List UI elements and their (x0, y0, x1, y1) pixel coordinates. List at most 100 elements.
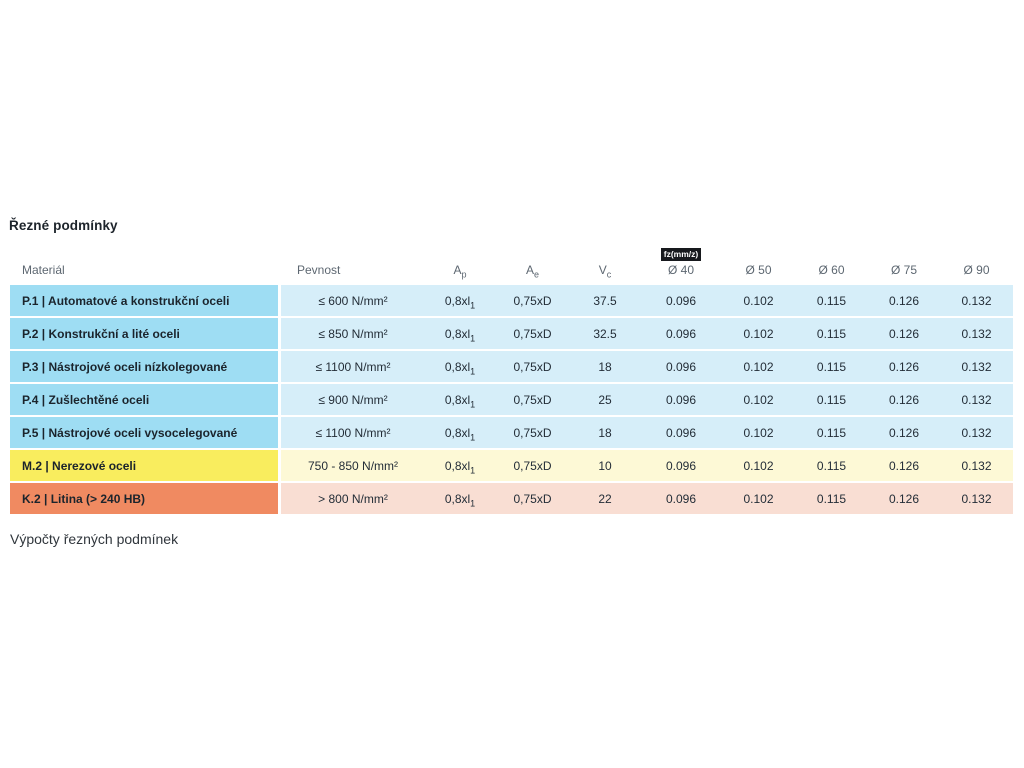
vc-cell: 18 (570, 417, 640, 448)
fz-cell: 0.096 (640, 285, 722, 316)
vc-header-base: V (598, 262, 607, 277)
pevnost-cell: ≤ 600 N/mm² (281, 285, 425, 316)
fz-cell: 0.132 (940, 483, 1013, 514)
material-cell: P.4 | Zušlechtěné oceli (10, 384, 281, 415)
ap-value-sub: 1 (470, 365, 476, 376)
ap-value-base: 0,8xl (444, 491, 471, 506)
material-cell: K.2 | Litina (> 240 HB) (10, 483, 281, 514)
col-header-diameter-40: fz(mm/z) Ø 40 (640, 244, 722, 283)
pevnost-cell: ≤ 900 N/mm² (281, 384, 425, 415)
col-header-diameter-75: Ø 75 (868, 244, 940, 283)
fz-cell: 0.096 (640, 318, 722, 349)
ap-value-sub: 1 (470, 497, 476, 508)
fz-cell: 0.132 (940, 450, 1013, 481)
fz-cell: 0.132 (940, 384, 1013, 415)
col-header-vc: Vc (570, 244, 640, 283)
material-cell: P.3 | Nástrojové oceli nízkolegované (10, 351, 281, 382)
fz-cell: 0.102 (722, 384, 795, 415)
ae-cell: 0,75xD (495, 318, 570, 349)
col-header-diameter-90: Ø 90 (940, 244, 1013, 283)
pevnost-cell: ≤ 850 N/mm² (281, 318, 425, 349)
ae-cell: 0,75xD (495, 450, 570, 481)
fz-cell: 0.115 (795, 384, 868, 415)
fz-cell: 0.102 (722, 285, 795, 316)
ae-cell: 0,75xD (495, 483, 570, 514)
material-cell: P.1 | Automatové a konstrukční oceli (10, 285, 281, 316)
fz-cell: 0.096 (640, 483, 722, 514)
ap-value-base: 0,8xl (444, 425, 471, 440)
diameter-75-label: Ø 75 (890, 262, 917, 277)
table-row: P.1 | Automatové a konstrukční oceli ≤ 60… (10, 285, 1013, 316)
material-cell: P.5 | Nástrojové oceli vysocelegované (10, 417, 281, 448)
ap-value-base: 0,8xl (444, 293, 471, 308)
fz-cell: 0.126 (868, 285, 940, 316)
fz-cell: 0.102 (722, 351, 795, 382)
ap-cell: 0,8xl1 (425, 318, 495, 349)
vc-cell: 37.5 (570, 285, 640, 316)
fz-cell: 0.132 (940, 351, 1013, 382)
fz-cell: 0.115 (795, 450, 868, 481)
fz-unit-badge: fz(mm/z) (660, 248, 702, 261)
vc-cell: 32.5 (570, 318, 640, 349)
table-row: P.3 | Nástrojové oceli nízkolegované ≤ 11… (10, 351, 1013, 382)
table-row: K.2 | Litina (> 240 HB) > 800 N/mm² 0,8xl1… (10, 483, 1013, 514)
vc-header-sub: c (606, 269, 612, 280)
fz-cell: 0.126 (868, 384, 940, 415)
ap-cell: 0,8xl1 (425, 450, 495, 481)
fz-cell: 0.115 (795, 483, 868, 514)
table-row: P.4 | Zušlechtěné oceli ≤ 900 N/mm² 0,8xl1… (10, 384, 1013, 415)
fz-cell: 0.132 (940, 285, 1013, 316)
table-row: M.2 | Nerezové oceli 750 - 850 N/mm² 0,8xl… (10, 450, 1013, 481)
ap-value-sub: 1 (470, 332, 476, 343)
ap-value-base: 0,8xl (444, 458, 471, 473)
col-header-ap: Ap (425, 244, 495, 283)
material-cell: P.2 | Konstrukční a lité oceli (10, 318, 281, 349)
ap-value-base: 0,8xl (444, 326, 471, 341)
ap-cell: 0,8xl1 (425, 351, 495, 382)
ap-value-sub: 1 (470, 464, 476, 475)
cutting-conditions-table: Materiál Pevnost Ap Ae Vc fz(mm/z) Ø 40 … (10, 242, 1013, 516)
fz-cell: 0.126 (868, 483, 940, 514)
fz-cell: 0.126 (868, 351, 940, 382)
fz-cell: 0.126 (868, 450, 940, 481)
ap-cell: 0,8xl1 (425, 384, 495, 415)
pevnost-cell: ≤ 1100 N/mm² (281, 417, 425, 448)
ap-cell: 0,8xl1 (425, 285, 495, 316)
col-header-pevnost: Pevnost (297, 262, 341, 277)
fz-cell: 0.126 (868, 318, 940, 349)
diameter-90-label: Ø 90 (963, 262, 990, 277)
fz-cell: 0.132 (940, 417, 1013, 448)
diameter-40-label: Ø 40 (667, 262, 694, 277)
table-row: P.5 | Nástrojové oceli vysocelegované ≤ 1… (10, 417, 1013, 448)
ap-cell: 0,8xl1 (425, 417, 495, 448)
pevnost-cell: > 800 N/mm² (281, 483, 425, 514)
vc-cell: 25 (570, 384, 640, 415)
table-row: P.2 | Konstrukční a lité oceli ≤ 850 N/mm… (10, 318, 1013, 349)
pevnost-cell: ≤ 1100 N/mm² (281, 351, 425, 382)
fz-cell: 0.126 (868, 417, 940, 448)
fz-cell: 0.102 (722, 483, 795, 514)
fz-cell: 0.096 (640, 450, 722, 481)
ap-cell: 0,8xl1 (425, 483, 495, 514)
ap-header-base: A (453, 262, 462, 277)
fz-cell: 0.115 (795, 351, 868, 382)
fz-cell: 0.096 (640, 384, 722, 415)
fz-cell: 0.102 (722, 450, 795, 481)
diameter-50-label: Ø 50 (745, 262, 772, 277)
fz-cell: 0.115 (795, 417, 868, 448)
fz-cell: 0.102 (722, 318, 795, 349)
table-body: P.1 | Automatové a konstrukční oceli ≤ 60… (10, 285, 1013, 514)
section-heading-calculations: Výpočty řezných podmínek (10, 531, 179, 547)
ap-value-base: 0,8xl (444, 359, 471, 374)
ae-header-base: A (525, 262, 534, 277)
ap-value-sub: 1 (470, 431, 476, 442)
ae-cell: 0,75xD (495, 417, 570, 448)
fz-cell: 0.102 (722, 417, 795, 448)
ap-value-base: 0,8xl (444, 392, 471, 407)
pevnost-cell: 750 - 850 N/mm² (281, 450, 425, 481)
diameter-60-label: Ø 60 (818, 262, 845, 277)
col-header-material: Materiál (22, 262, 65, 277)
fz-cell: 0.096 (640, 417, 722, 448)
fz-cell: 0.115 (795, 285, 868, 316)
